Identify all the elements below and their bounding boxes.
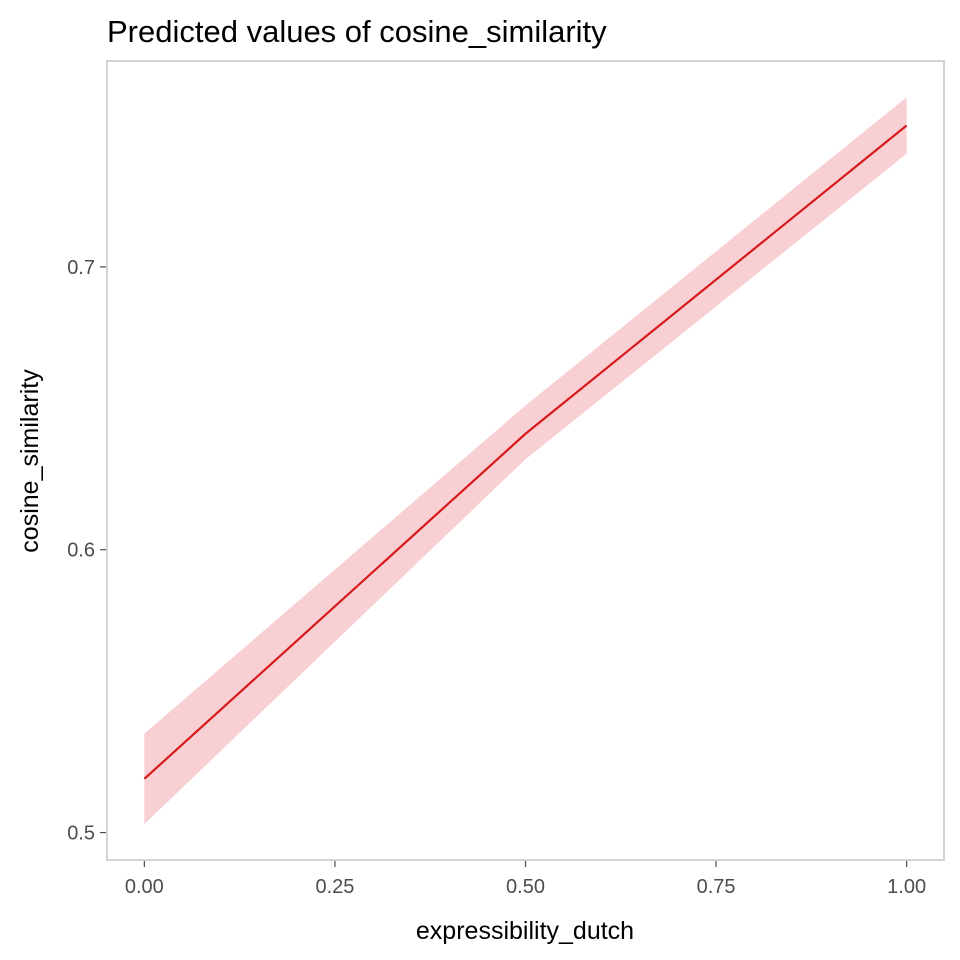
y-tick-label: 0.7 — [67, 257, 95, 279]
x-tick-label: 0.50 — [506, 876, 545, 898]
x-tick-label: 0.25 — [315, 876, 354, 898]
x-axis-title: expressibility_dutch — [416, 917, 634, 945]
chart-title: Predicted values of cosine_similarity — [107, 14, 607, 49]
y-tick-label: 0.6 — [67, 540, 95, 562]
y-tick-label: 0.5 — [67, 823, 95, 845]
x-tick-label: 0.75 — [697, 876, 736, 898]
x-tick-label: 1.00 — [887, 876, 926, 898]
prediction-line-layer — [143, 124, 908, 780]
x-axis-ticks: 0.00 0.25 0.50 0.75 1.00 — [125, 861, 926, 898]
x-tick-label: 0.00 — [125, 876, 164, 898]
y-axis-ticks: 0.5 0.6 0.7 — [67, 257, 106, 845]
y-axis-title: cosine_similarity — [16, 369, 44, 553]
